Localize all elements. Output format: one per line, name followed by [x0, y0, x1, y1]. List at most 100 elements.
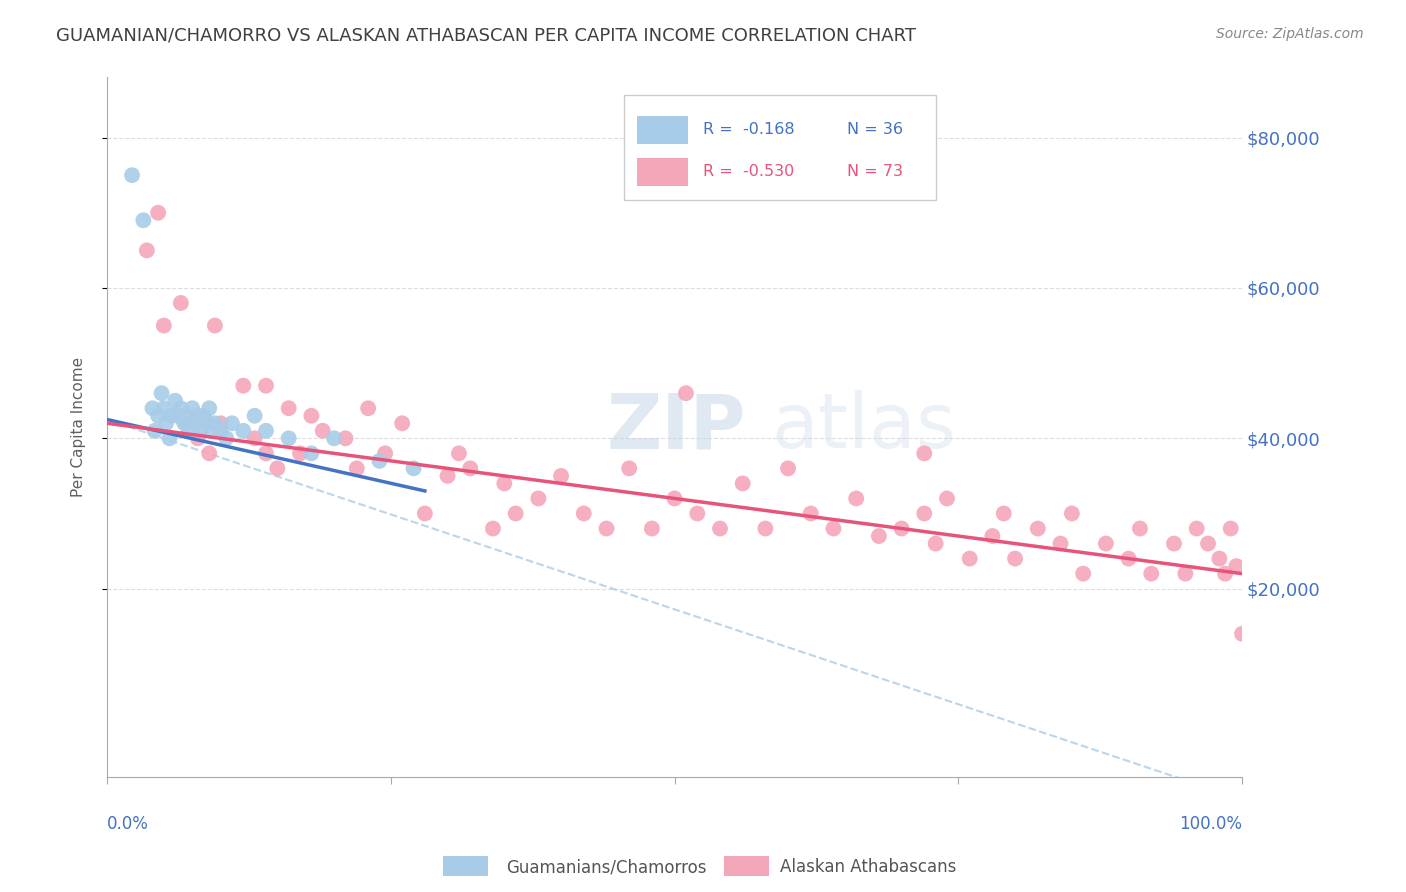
Point	[1129, 522, 1152, 536]
Point	[1174, 566, 1197, 581]
Point	[254, 378, 277, 392]
Point	[357, 401, 380, 416]
Point	[141, 401, 163, 416]
Point	[173, 417, 195, 431]
Point	[1026, 522, 1049, 536]
Text: 0.0%: 0.0%	[107, 815, 149, 833]
Text: Guamanians/Chamorros: Guamanians/Chamorros	[506, 858, 707, 876]
Point	[181, 401, 204, 416]
Point	[143, 424, 166, 438]
Point	[153, 318, 176, 333]
Point	[146, 409, 169, 423]
Point	[215, 431, 238, 445]
Point	[170, 296, 193, 310]
Point	[1049, 536, 1071, 550]
Point	[800, 507, 823, 521]
Point	[1213, 566, 1236, 581]
Point	[731, 476, 754, 491]
Point	[209, 417, 232, 431]
Text: Source: ZipAtlas.com: Source: ZipAtlas.com	[1216, 27, 1364, 41]
Point	[572, 507, 595, 521]
Point	[176, 409, 198, 423]
Point	[1163, 536, 1185, 550]
Point	[447, 446, 470, 460]
Text: R =  -0.168: R = -0.168	[703, 122, 794, 137]
Point	[221, 417, 243, 431]
Point	[709, 522, 731, 536]
Point	[160, 409, 183, 423]
Point	[177, 424, 200, 438]
Text: N = 73: N = 73	[846, 164, 903, 179]
Point	[200, 424, 222, 438]
Text: N = 36: N = 36	[846, 122, 903, 137]
Point	[1060, 507, 1083, 521]
Point	[232, 378, 254, 392]
Point	[335, 431, 357, 445]
Point	[153, 401, 176, 416]
Point	[323, 431, 346, 445]
Point	[402, 461, 425, 475]
FancyBboxPatch shape	[637, 158, 688, 186]
Point	[299, 446, 322, 460]
Y-axis label: Per Capita Income: Per Capita Income	[72, 357, 86, 497]
Point	[166, 409, 188, 423]
Point	[176, 417, 198, 431]
Point	[1197, 536, 1219, 550]
Point	[195, 417, 218, 431]
Point	[436, 469, 458, 483]
Point	[595, 522, 617, 536]
Text: 100.0%: 100.0%	[1180, 815, 1241, 833]
Point	[204, 417, 226, 431]
Text: Alaskan Athabascans: Alaskan Athabascans	[780, 858, 956, 876]
Point	[1140, 566, 1163, 581]
Point	[135, 244, 157, 258]
Text: GUAMANIAN/CHAMORRO VS ALASKAN ATHABASCAN PER CAPITA INCOME CORRELATION CHART: GUAMANIAN/CHAMORRO VS ALASKAN ATHABASCAN…	[56, 27, 917, 45]
Point	[1071, 566, 1094, 581]
Point	[288, 446, 311, 460]
Point	[1118, 551, 1140, 566]
Point	[277, 401, 299, 416]
Point	[686, 507, 709, 521]
Point	[254, 424, 277, 438]
Point	[368, 454, 391, 468]
Point	[458, 461, 481, 475]
Point	[266, 461, 288, 475]
Point	[664, 491, 686, 506]
Point	[209, 424, 232, 438]
Point	[198, 401, 221, 416]
Point	[641, 522, 664, 536]
FancyBboxPatch shape	[637, 116, 688, 144]
Point	[1219, 522, 1241, 536]
Point	[170, 401, 193, 416]
Point	[184, 417, 207, 431]
Point	[981, 529, 1004, 543]
Point	[391, 417, 413, 431]
Point	[1225, 559, 1247, 574]
Point	[155, 417, 177, 431]
Point	[959, 551, 981, 566]
Point	[132, 213, 155, 227]
Point	[868, 529, 890, 543]
Point	[494, 476, 516, 491]
Point	[413, 507, 436, 521]
Point	[754, 522, 776, 536]
Point	[232, 424, 254, 438]
Point	[823, 522, 845, 536]
Point	[993, 507, 1015, 521]
Point	[527, 491, 550, 506]
Point	[890, 522, 912, 536]
Text: R =  -0.530: R = -0.530	[703, 164, 794, 179]
Point	[165, 393, 187, 408]
Point	[121, 168, 143, 182]
FancyBboxPatch shape	[623, 95, 935, 200]
Point	[312, 424, 335, 438]
Point	[254, 446, 277, 460]
Point	[204, 318, 226, 333]
Point	[159, 431, 181, 445]
Point	[243, 409, 266, 423]
Point	[1208, 551, 1230, 566]
Point	[617, 461, 640, 475]
Point	[146, 206, 169, 220]
Point	[346, 461, 368, 475]
Text: atlas: atlas	[770, 390, 956, 464]
